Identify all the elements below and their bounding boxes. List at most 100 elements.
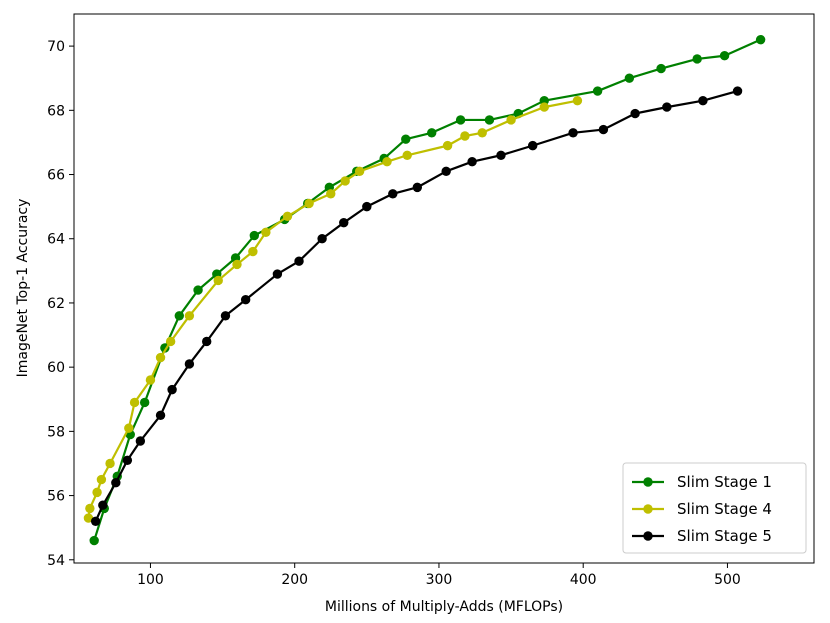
legend-box xyxy=(622,462,807,554)
data-point xyxy=(484,115,495,125)
data-point xyxy=(248,246,258,257)
legend-marker xyxy=(643,477,653,487)
data-point xyxy=(139,397,150,408)
data-point xyxy=(460,131,470,141)
data-point xyxy=(249,230,260,241)
data-point xyxy=(326,189,336,199)
data-point xyxy=(401,134,411,144)
data-point xyxy=(382,156,392,167)
data-point xyxy=(467,156,477,167)
data-point xyxy=(220,311,231,321)
data-point xyxy=(122,455,133,465)
y-tick-label: 54 xyxy=(47,553,65,569)
legend-label: Slim Stage 5 xyxy=(677,527,772,545)
data-point xyxy=(129,397,140,408)
legend-item: Slim Stage 1 xyxy=(632,473,772,491)
data-point xyxy=(261,227,271,238)
data-point xyxy=(89,535,99,546)
y-tick-label: 68 xyxy=(47,103,65,119)
series-layer xyxy=(83,34,766,546)
data-point xyxy=(598,124,609,135)
data-point xyxy=(732,86,743,96)
data-point xyxy=(339,217,349,228)
data-point xyxy=(83,513,94,523)
y-tick-label: 56 xyxy=(47,489,65,505)
data-point xyxy=(388,189,398,199)
x-tick-label: 100 xyxy=(137,572,164,588)
data-point xyxy=(692,54,702,64)
y-tick-label: 70 xyxy=(47,39,65,55)
data-point xyxy=(340,176,350,186)
data-point xyxy=(592,86,603,96)
data-point xyxy=(174,311,185,321)
data-point xyxy=(441,166,451,177)
data-point xyxy=(155,352,166,363)
data-point xyxy=(90,516,101,526)
data-point xyxy=(539,95,549,106)
plot-frame xyxy=(73,13,815,564)
data-point xyxy=(362,201,372,212)
data-point xyxy=(412,182,423,193)
data-point xyxy=(662,102,672,112)
data-point xyxy=(167,384,177,395)
data-point xyxy=(304,198,314,209)
data-point xyxy=(442,140,453,151)
x-axis: 100 200 300 400 500 xyxy=(137,563,741,588)
data-point xyxy=(317,234,327,244)
series-line xyxy=(94,89,738,522)
x-tick-label: 200 xyxy=(281,572,308,588)
data-point xyxy=(354,166,365,177)
y-axis-label: ImageNet Top-1 Accuracy xyxy=(15,199,31,378)
data-point xyxy=(282,211,293,221)
data-point xyxy=(698,95,708,106)
x-tick-label: 400 xyxy=(570,572,597,588)
data-point xyxy=(202,336,212,347)
y-tick-label: 58 xyxy=(47,424,65,440)
data-point xyxy=(155,410,166,421)
data-point xyxy=(98,500,108,510)
x-axis-label: Millions of Multiply-Adds (MFLOPs) xyxy=(325,599,563,615)
data-point xyxy=(213,275,223,286)
data-point xyxy=(572,95,583,106)
data-point xyxy=(568,128,578,138)
legend-marker xyxy=(643,504,653,514)
data-point xyxy=(402,150,412,160)
data-point xyxy=(539,102,549,112)
data-point xyxy=(111,478,121,488)
data-point xyxy=(630,108,640,119)
data-point xyxy=(193,285,203,295)
data-point xyxy=(105,458,115,469)
data-point xyxy=(528,140,538,151)
data-point xyxy=(506,115,516,125)
y-tick-label: 64 xyxy=(47,232,65,248)
data-point xyxy=(96,474,107,485)
data-point xyxy=(184,311,195,321)
data-point xyxy=(455,115,466,125)
y-tick-label: 60 xyxy=(47,360,65,376)
data-point xyxy=(135,436,146,446)
series-2 xyxy=(83,95,583,523)
data-point xyxy=(719,51,730,61)
y-axis: 54 56 58 60 62 64 66 68 70 xyxy=(47,39,74,569)
x-tick-label: 300 xyxy=(426,572,453,588)
data-point xyxy=(85,503,95,514)
y-tick-label: 62 xyxy=(47,296,65,312)
legend-item: Slim Stage 5 xyxy=(632,527,772,545)
series-line xyxy=(87,99,578,519)
data-point xyxy=(477,128,487,138)
data-point xyxy=(755,34,766,45)
legend-item: Slim Stage 4 xyxy=(632,500,772,518)
data-point xyxy=(496,150,506,160)
data-point xyxy=(184,359,195,369)
data-point xyxy=(656,63,666,74)
legend-label: Slim Stage 1 xyxy=(677,473,772,491)
data-point xyxy=(124,423,134,433)
data-point xyxy=(427,128,437,138)
data-point xyxy=(165,336,176,347)
y-tick-label: 66 xyxy=(47,168,65,184)
data-point xyxy=(232,259,242,270)
data-point xyxy=(294,256,304,266)
legend-label: Slim Stage 4 xyxy=(677,500,772,518)
series-3 xyxy=(90,86,743,526)
